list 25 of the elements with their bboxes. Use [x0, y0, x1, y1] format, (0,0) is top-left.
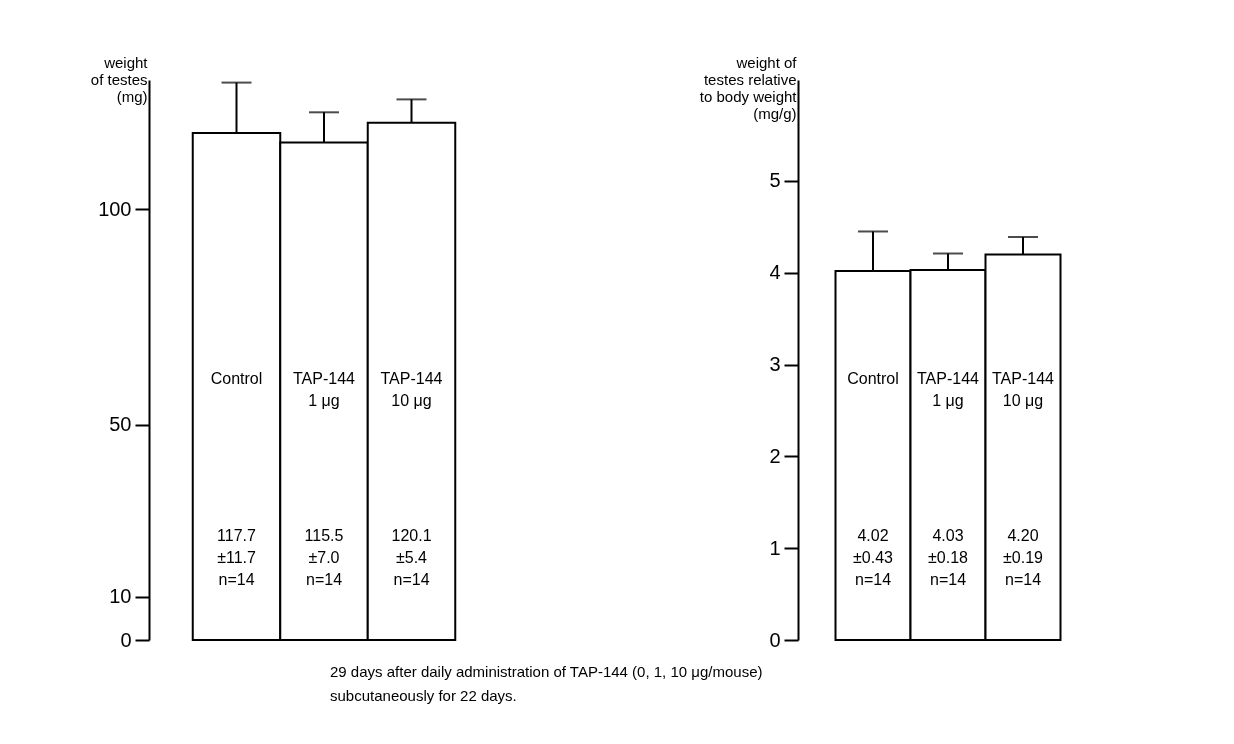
text: 29 days after daily administration of TAP-144 (0, 1, 10 μg/mouse) subcutaneously for 22 days. — [330, 662, 763, 706]
category-label: TAP-144 1 μg — [917, 370, 979, 410]
category-label: TAP-144 1 μg — [293, 370, 355, 410]
data-label: 4.03 ±0.18 n=14 — [928, 527, 969, 588]
data-label: 120.1 ±5.4 n=14 — [391, 527, 432, 588]
y-tick-label: 50 — [109, 413, 132, 436]
y-tick-label: 1 — [769, 536, 781, 559]
y-tick-label: 3 — [769, 353, 781, 376]
category-label: Control — [210, 370, 263, 388]
y-tick-label: 0 — [769, 628, 781, 651]
y-tick-label: 5 — [769, 169, 781, 192]
y-axis-title: weight of testes (mg) — [90, 53, 149, 105]
y-tick-label: 100 — [98, 197, 132, 220]
y-tick-label: 10 — [109, 585, 132, 608]
data-label: 115.5 ±7.0 n=14 — [304, 527, 344, 588]
y-tick-label: 4 — [769, 261, 781, 284]
data-label: 4.02 ±0.43 n=14 — [853, 527, 894, 588]
y-axis-title: weight of testes relative to body weight (mg/g) — [699, 53, 798, 122]
y-tick-label: 0 — [120, 628, 132, 651]
category-label: TAP-144 10 μg — [992, 370, 1054, 410]
data-label: 4.20 ±0.19 n=14 — [1003, 527, 1044, 588]
data-label: 117.7 ±11.7 n=14 — [217, 527, 257, 588]
category-label: Control — [847, 370, 899, 388]
y-tick-label: 2 — [769, 444, 781, 467]
category-label: TAP-144 10 μg — [380, 370, 443, 410]
